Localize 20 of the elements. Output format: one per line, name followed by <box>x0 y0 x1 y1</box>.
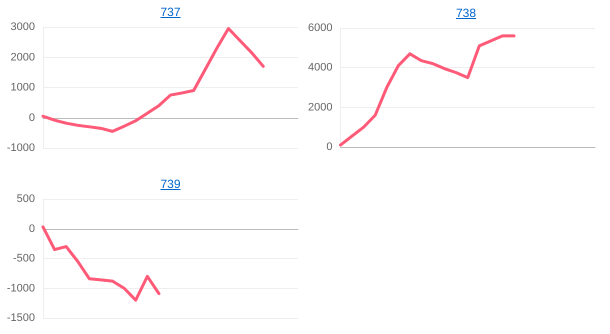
y-tick-label: 2000 <box>308 101 332 114</box>
y-tick-label: 3000 <box>10 21 35 33</box>
y-tick-label: 0 <box>326 141 332 153</box>
chart-title: 738 <box>454 6 478 20</box>
chart-title: 737 <box>159 5 182 19</box>
y-tick-label: 2000 <box>10 51 35 64</box>
line-series <box>338 34 516 147</box>
y-tick-label: -500 <box>12 252 35 264</box>
line-series <box>42 27 265 133</box>
y-tick-label: 6000 <box>308 22 332 34</box>
y-tick-label: 4000 <box>308 62 332 74</box>
y-tick-label: -1000 <box>6 142 35 154</box>
y-tick-label: 500 <box>16 193 35 205</box>
y-tick-label: 0 <box>28 222 35 235</box>
chart-title: 739 <box>159 177 182 191</box>
y-tick-label: -1500 <box>6 312 35 324</box>
y-tick-label: -1000 <box>6 282 35 294</box>
line-series <box>42 225 160 302</box>
y-tick-label: 0 <box>28 112 35 124</box>
y-tick-label: 1000 <box>10 82 35 94</box>
